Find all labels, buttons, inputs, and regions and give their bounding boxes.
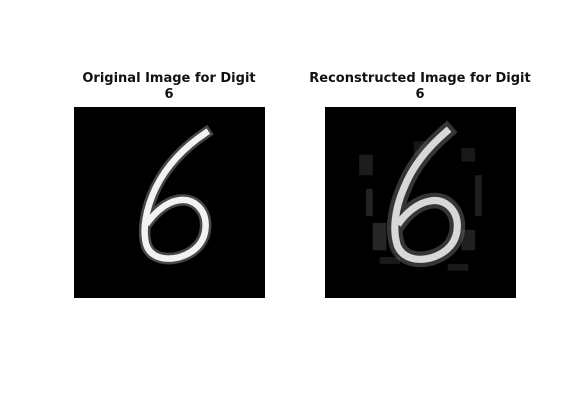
reconstructed-digit-image <box>325 107 516 298</box>
reconstructed-title: Reconstructed Image for Digit 6 <box>305 71 535 103</box>
original-title: Original Image for Digit 6 <box>54 71 284 103</box>
reconstructed-digit-graphic <box>325 107 516 298</box>
original-digit-graphic <box>74 107 265 298</box>
original-title-line2: 6 <box>164 87 174 102</box>
original-title-line1: Original Image for Digit <box>82 71 256 86</box>
reconstructed-title-line2: 6 <box>415 87 425 102</box>
original-digit-image <box>74 107 265 298</box>
reconstructed-title-line1: Reconstructed Image for Digit <box>309 71 531 86</box>
